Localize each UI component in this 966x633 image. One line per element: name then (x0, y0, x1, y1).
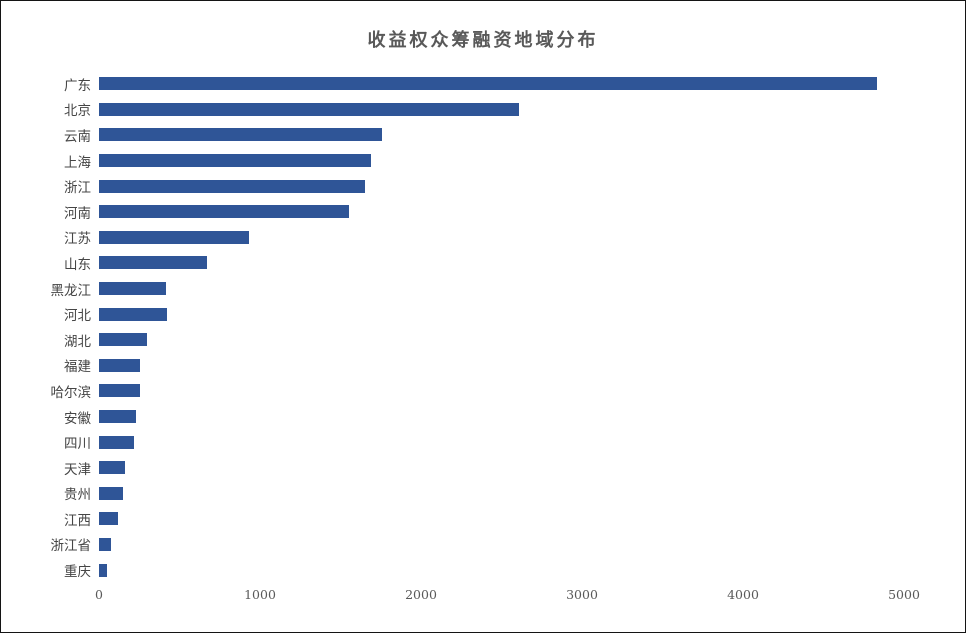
category-label: 江苏 (64, 231, 91, 248)
category-label: 四川 (64, 436, 91, 453)
x-tick-label: 0 (95, 587, 103, 602)
x-axis: 0 1000 2000 3000 4000 5000 (95, 587, 920, 603)
category-label: 天津 (64, 461, 91, 478)
bar-track (99, 77, 904, 91)
bar-rows: 广东北京云南上海浙江河南江苏山东黑龙江河北湖北福建哈尔滨安徽四川天津贵州江西浙江… (1, 71, 904, 583)
bar-track (99, 256, 904, 270)
category-label: 浙江省 (50, 538, 92, 555)
bar-row: 浙江 (1, 173, 904, 199)
bar-track (99, 486, 904, 500)
bar-row: 上海 (1, 148, 904, 174)
bar-row: 贵州 (1, 481, 904, 507)
bar (99, 563, 108, 577)
bar (99, 205, 349, 219)
bar-row: 江西 (1, 506, 904, 532)
bar-row: 浙江省 (1, 532, 904, 558)
bar (99, 410, 137, 424)
bar (99, 435, 135, 449)
bar-track (99, 410, 904, 424)
bar (99, 102, 520, 116)
bar (99, 230, 249, 244)
category-label: 贵州 (64, 487, 91, 504)
bar-track (99, 102, 904, 116)
bar (99, 537, 112, 551)
category-label: 云南 (64, 128, 91, 145)
x-tick-label: 4000 (727, 587, 759, 602)
category-label: 安徽 (64, 410, 91, 427)
category-label: 山东 (64, 256, 91, 273)
bar-row: 安徽 (1, 404, 904, 430)
bar-track (99, 154, 904, 168)
category-label: 河南 (64, 205, 91, 222)
bar-row: 河北 (1, 301, 904, 327)
category-label: 重庆 (64, 564, 91, 581)
x-tick-label: 1000 (244, 587, 276, 602)
bar-row: 四川 (1, 429, 904, 455)
category-label: 湖北 (64, 333, 91, 350)
bar-track (99, 307, 904, 321)
bar-row: 山东 (1, 250, 904, 276)
bar-row: 哈尔滨 (1, 378, 904, 404)
category-label: 浙江 (64, 180, 91, 197)
bar-track (99, 512, 904, 526)
bar-track (99, 128, 904, 142)
bar (99, 461, 125, 475)
bar-row: 北京 (1, 97, 904, 123)
bar (99, 256, 207, 270)
bar (99, 282, 166, 296)
bar (99, 179, 365, 193)
bar-track (99, 282, 904, 296)
x-tick-label: 2000 (405, 587, 437, 602)
category-label: 广东 (64, 77, 91, 94)
bar-track (99, 461, 904, 475)
category-label: 江西 (64, 512, 91, 529)
x-tick-label: 3000 (566, 587, 598, 602)
chart-title: 收益权众筹融资地域分布 (367, 30, 599, 51)
category-label: 黑龙江 (50, 282, 92, 299)
bar-row: 江苏 (1, 225, 904, 251)
bar-row: 河南 (1, 199, 904, 225)
bar-row: 福建 (1, 353, 904, 379)
bar (99, 154, 372, 168)
bar-row: 广东 (1, 71, 904, 97)
bar-row: 天津 (1, 455, 904, 481)
bar-track (99, 384, 904, 398)
bar (99, 486, 124, 500)
category-label: 河北 (64, 308, 91, 325)
category-label: 北京 (64, 103, 91, 120)
bar-track (99, 333, 904, 347)
bar (99, 358, 141, 372)
bar-track (99, 358, 904, 372)
bar-track (99, 230, 904, 244)
bar (99, 512, 119, 526)
bar-row: 云南 (1, 122, 904, 148)
bar (99, 307, 167, 321)
bar (99, 333, 148, 347)
bar-row: 湖北 (1, 327, 904, 353)
bar-row: 重庆 (1, 557, 904, 583)
bar-track (99, 563, 904, 577)
bar-track (99, 537, 904, 551)
bar-track (99, 179, 904, 193)
x-tick-label: 5000 (888, 587, 920, 602)
bar (99, 77, 877, 91)
bar-track (99, 205, 904, 219)
bar-track (99, 435, 904, 449)
category-label: 福建 (64, 359, 91, 376)
category-label: 上海 (64, 154, 91, 171)
bar (99, 128, 383, 142)
bar (99, 384, 141, 398)
category-label: 哈尔滨 (50, 384, 92, 401)
bar-row: 黑龙江 (1, 276, 904, 302)
